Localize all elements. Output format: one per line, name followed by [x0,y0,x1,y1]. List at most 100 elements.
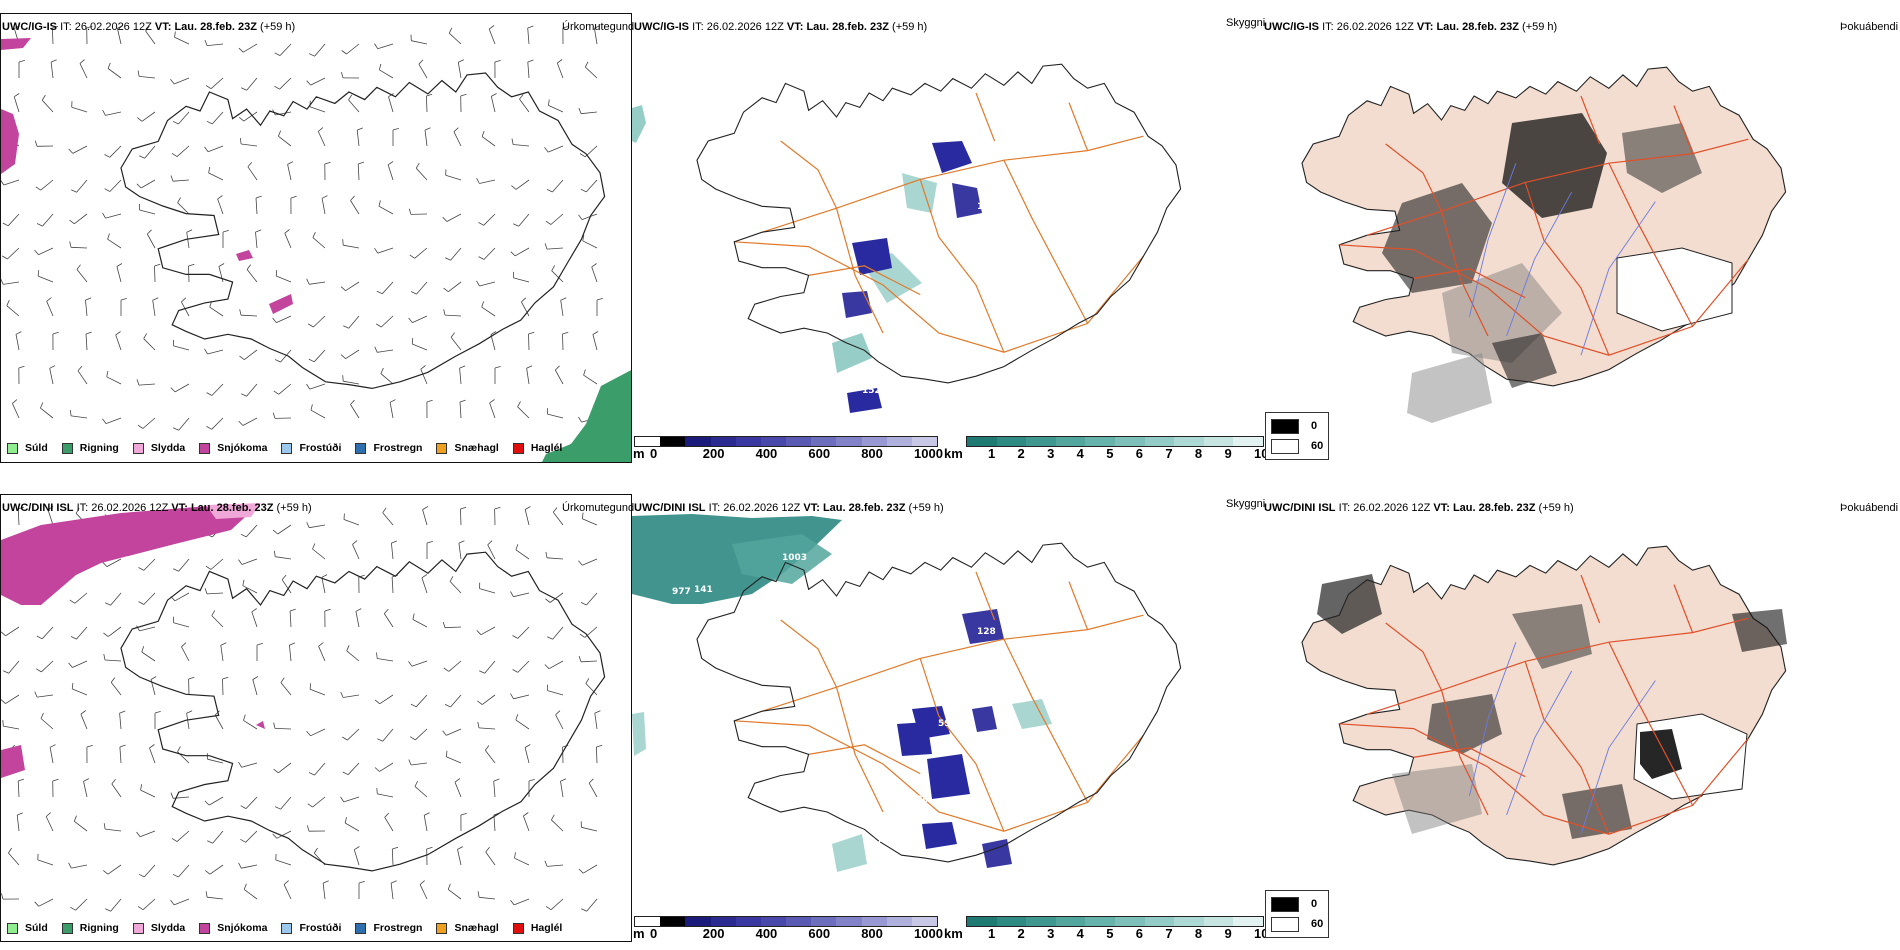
wind-barb [414,247,428,259]
wind-barb-flag [476,280,480,287]
wind-barb-flag [521,297,527,303]
wind-barb-flag [594,710,601,714]
road-network [734,571,1144,832]
panel-title-precip: Úrkomutegund [562,502,635,514]
wind-barb [459,368,462,385]
wind-barb [107,68,122,79]
wind-barb [141,111,156,122]
wind-barb [174,383,190,393]
wind-barb [74,592,88,604]
wind-barb-flag [205,870,211,875]
fog-panel-bottom [1262,494,1900,942]
precip-type-legend: Súld Rigning Slydda Snjókoma Frostúði Frostre… [7,922,576,934]
fog-key-swatch [1271,916,1299,932]
wind-barb [309,383,326,390]
wind-barb [517,660,530,673]
wind-barb-flag [578,416,582,423]
wind-barb-flag [524,744,531,748]
wind-barb-flag [562,744,569,748]
snow-area [1,505,256,605]
wind-barb-flag [149,744,155,749]
wind-barb [284,233,292,249]
wind-barb [513,277,530,283]
wind-barb-flag [408,208,412,215]
wind-barb-flag [580,188,587,193]
colorbar-segment [836,917,862,926]
wind-barb-flag [378,200,381,207]
wind-barb [345,281,360,292]
wind-barb-flag [13,93,20,98]
wind-barb-flag [491,93,497,97]
wind-barb [460,508,462,526]
wind-barb-flag [208,166,211,173]
wind-barb-flag [3,670,9,674]
wind-barb-flag [355,608,362,612]
wind-barb [149,747,156,764]
wind-barb [110,898,122,912]
wind-barb-flag [6,300,10,306]
vis-teal-area [732,534,832,584]
wind-barb-flag [75,507,80,514]
wind-barb-flag [581,512,584,519]
wind-barb [41,626,54,640]
wind-barb [356,130,360,147]
wind-barb-flag [580,602,587,606]
wind-barb [585,683,598,696]
wind-barb [594,28,598,45]
wind-barb [344,822,360,832]
iceland-coastline [120,72,606,390]
wind-barb [594,713,598,730]
wind-barb [70,246,88,249]
wind-barb [45,816,54,832]
fog-key-row: 60 [1266,915,1328,933]
iceland-coastline [120,551,606,872]
wind-barb-flag [1,255,8,260]
colorbar-segment [1233,917,1263,926]
colorbar-segment [1203,437,1234,446]
wind-barb-flag [494,506,501,510]
wind-barb [521,301,530,317]
wind-barb-flag [591,263,597,268]
wind-barb-flag [445,750,448,757]
wind-barb [353,849,360,866]
wind-barb [562,333,564,351]
panel-title-fog: Þokuábendi [1840,21,1899,33]
visibility-map-top: 386 169 252 152 [632,63,1182,413]
wind-barb-flag [119,744,126,748]
wind-barb-flag [341,71,344,79]
wind-barb [352,544,360,560]
wind-barb [582,558,598,566]
wind-barb-flag [494,366,501,369]
wind-barb-flag [214,710,220,716]
wind-barb [178,558,190,572]
wind-barb-flag [312,543,316,550]
wind-barb-flag [579,153,586,158]
fog-key-row: 0 [1266,895,1328,913]
wind-barb-flag [69,409,72,416]
wind-barb [117,28,122,45]
wind-barb [588,782,598,798]
wind-barb [177,202,190,215]
wind-barb-flag [8,847,13,854]
wind-barb-flag [308,358,315,363]
wind-barb [50,62,54,79]
colorbar-tick-label: 1000 [914,446,943,461]
legend-item: Súld [7,442,48,454]
wind-barb-flag [40,712,44,719]
wind-barb [343,694,360,698]
wind-barb-flag [308,772,315,776]
wind-barb-flag [528,331,535,335]
colorbar-segment [996,917,1027,926]
cloudbase-label: 228 [867,733,886,743]
wind-barb-flag [107,62,111,69]
wind-barb-flag [378,63,382,70]
wind-barb [208,796,224,806]
wind-barb [419,884,428,900]
wind-barb [350,200,360,215]
vis-teal-area [902,173,937,213]
wind-barb [40,718,54,730]
legend-item: Haglél [512,922,562,934]
wind-barb [75,898,88,911]
wind-barb [388,96,394,113]
wind-barb [178,864,190,878]
